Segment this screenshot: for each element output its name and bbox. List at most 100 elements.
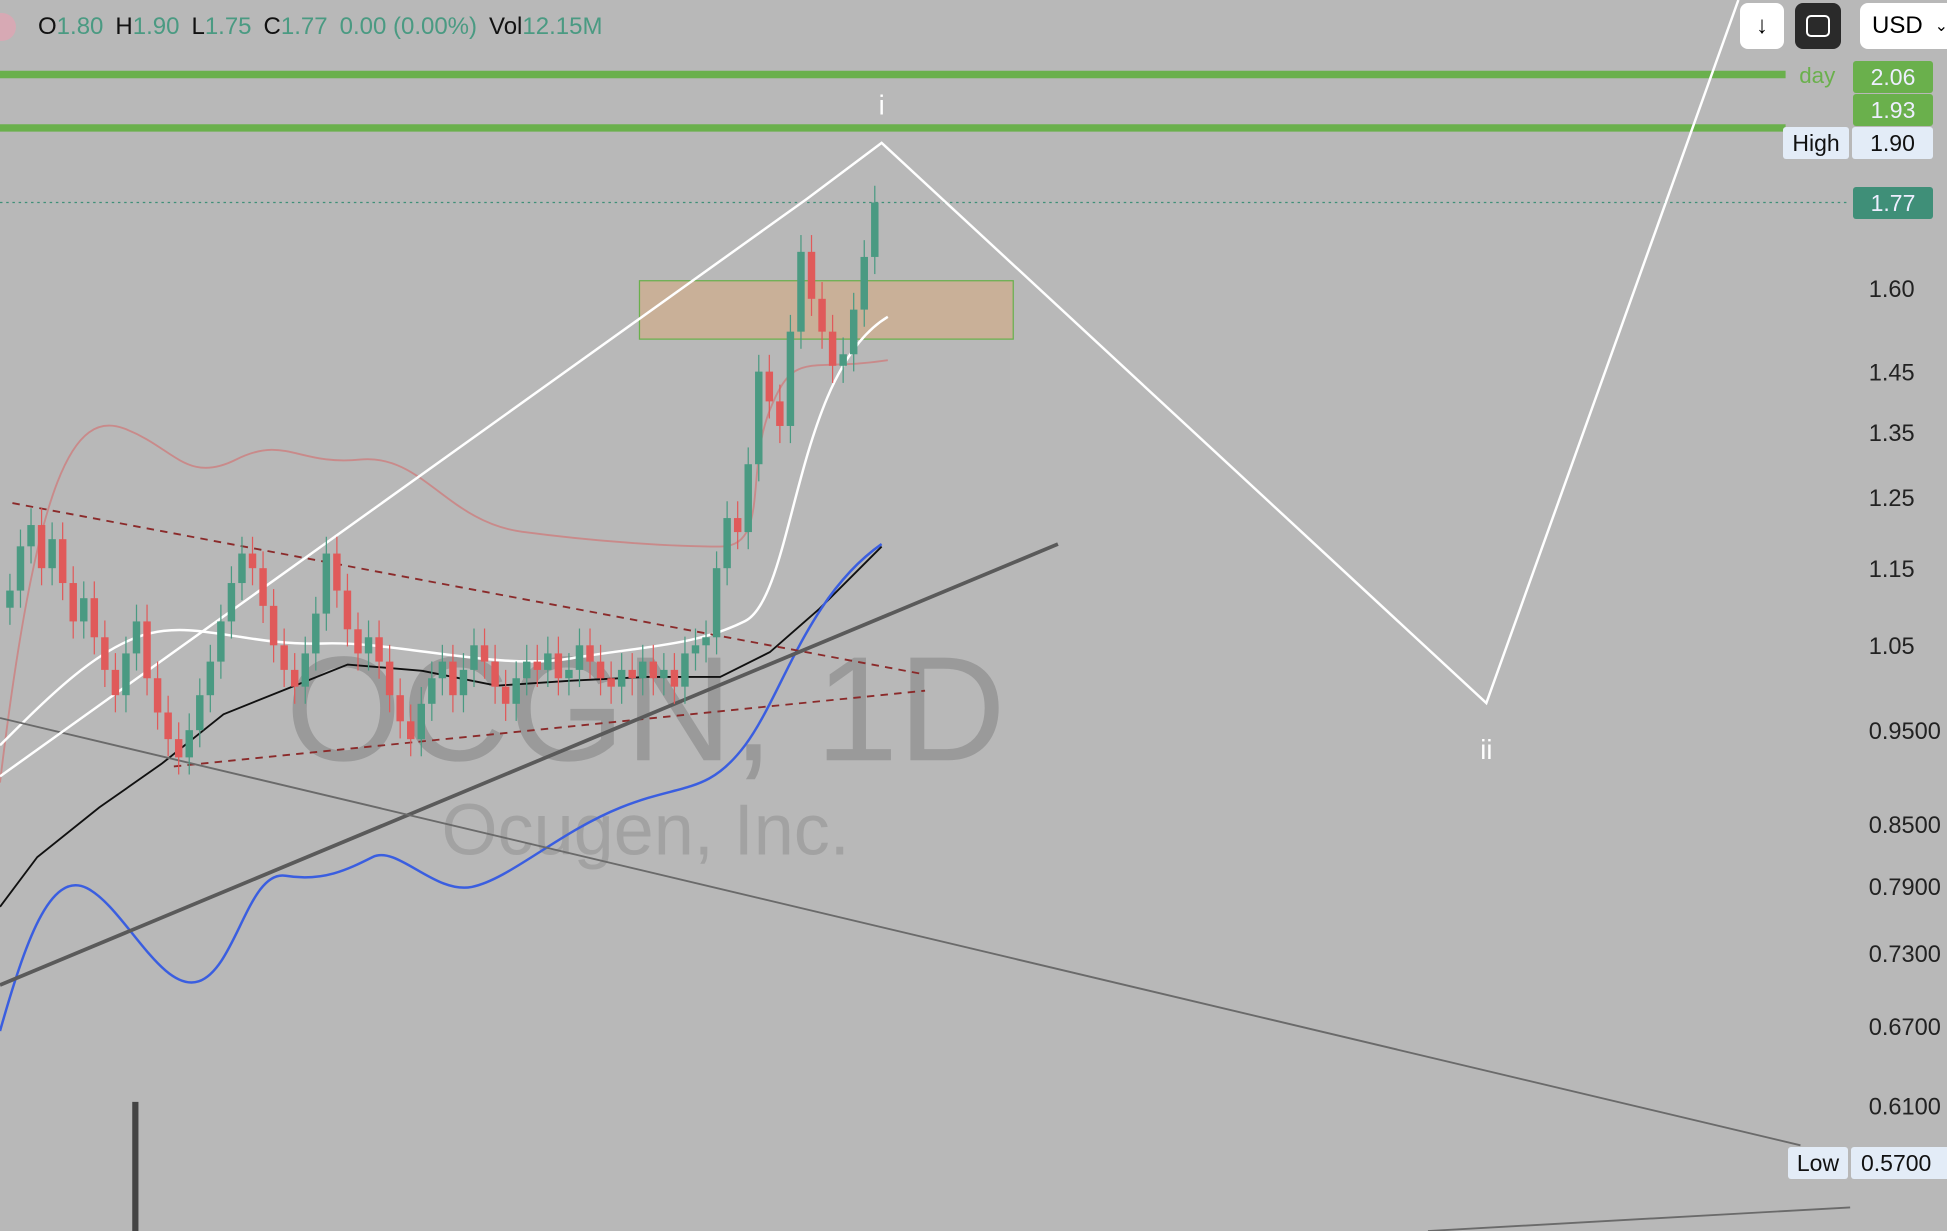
trendline-upper-dashed[interactable] [12, 502, 926, 676]
high-tag-label: High [1783, 127, 1849, 159]
candle-body [238, 553, 246, 584]
candle-body [269, 605, 278, 646]
candle-body [617, 669, 626, 687]
wave-label-i: i [879, 89, 885, 120]
currency-value: USD [1872, 12, 1923, 39]
candle-body [37, 525, 46, 569]
low-tag-label: Low [1788, 1147, 1848, 1179]
candle-body [596, 661, 605, 679]
price-tag-day: 2.06 [1853, 61, 1933, 93]
candle-body [839, 354, 847, 366]
candles [6, 185, 879, 775]
candle-body [544, 653, 552, 670]
candle-body [797, 251, 805, 332]
candle-body [417, 703, 425, 740]
y-tick-label: 1.35 [1869, 420, 1915, 446]
candle-body [628, 669, 636, 679]
candle-body [639, 661, 647, 679]
fullscreen-icon [1806, 15, 1830, 37]
last-price-tag: 1.77 [1853, 187, 1933, 219]
download-button[interactable]: ↓ [1740, 3, 1784, 49]
volume-value: 12.15M [522, 13, 603, 40]
candle-body [586, 645, 594, 662]
candle-body [849, 309, 858, 355]
price-tag-1-93: 1.93 [1853, 94, 1933, 126]
candle-body [301, 653, 309, 687]
trendline-thick[interactable] [0, 542, 1059, 987]
candle-body [227, 583, 236, 622]
candle-body [396, 695, 404, 722]
candle-body [312, 613, 320, 654]
trendline-long[interactable] [0, 717, 1801, 1147]
candle-body [322, 553, 331, 614]
open-value: 1.80 [56, 13, 104, 40]
candle-body [6, 590, 14, 608]
candle-body [375, 637, 383, 662]
watermark-name: Ocugen, Inc. [442, 791, 850, 871]
change-value: 0.00 (0.00%) [339, 13, 478, 40]
candle-body [755, 371, 763, 465]
chevron-down-icon: ⌄ [1934, 18, 1947, 35]
zone-rectangle[interactable] [638, 280, 1014, 340]
low-tag-value: 0.5700 [1851, 1147, 1947, 1179]
candle-body [733, 518, 742, 533]
candle-body [385, 661, 394, 696]
y-tick-label: 0.6700 [1869, 1014, 1941, 1040]
candle-body [776, 401, 784, 426]
low-label: L [191, 13, 205, 40]
elliott-wave-path[interactable] [0, 0, 1740, 778]
trendline-bottom[interactable] [1427, 1206, 1851, 1231]
candle-body [533, 661, 542, 670]
candle-body [132, 621, 141, 654]
y-axis: 1.60 1.45 1.35 1.25 1.15 1.05 0.9500 0.8500 0.79… [1869, 276, 1941, 1120]
close-value: 1.77 [280, 13, 328, 40]
volume-label: Vol [489, 13, 523, 40]
low-value: 1.75 [204, 13, 252, 40]
candle-body [723, 518, 731, 569]
candle-body [101, 637, 109, 670]
candle-body [860, 256, 868, 310]
candle-body [828, 331, 837, 366]
y-tick-label: 1.45 [1869, 359, 1915, 385]
y-tick-label: 1.05 [1869, 633, 1915, 659]
high-value: 1.90 [132, 13, 180, 40]
candle-body [153, 678, 162, 713]
candle-body [565, 669, 573, 679]
high-tag-value: 1.90 [1852, 127, 1933, 159]
candle-body [69, 583, 77, 622]
candle-body [712, 568, 721, 638]
currency-select[interactable]: USD ⌄ [1860, 3, 1947, 49]
candle-body [744, 464, 752, 533]
candle-body [807, 251, 816, 299]
symbol-dot [0, 13, 16, 41]
y-tick-label: 1.25 [1869, 485, 1915, 511]
fullscreen-button[interactable] [1795, 3, 1841, 49]
trendline-lower-dashed[interactable] [173, 689, 926, 768]
candle-body [58, 539, 67, 584]
candle-body [449, 661, 457, 696]
candle-body [691, 645, 700, 654]
day-label: day [1799, 63, 1836, 88]
candle-body [660, 669, 668, 679]
candle-body [90, 598, 99, 638]
y-tick-label: 0.7900 [1869, 874, 1941, 900]
candle-body [27, 525, 35, 547]
candle-body [143, 621, 151, 679]
ma-black [0, 545, 883, 908]
candle-body [523, 661, 531, 679]
y-tick-label: 1.15 [1869, 556, 1915, 582]
candle-body [333, 553, 341, 591]
y-tick-label: 0.7300 [1869, 941, 1941, 967]
arrow-down-icon: ↓ [1756, 12, 1768, 39]
candle-body [575, 645, 584, 670]
high-label: H [115, 13, 133, 40]
candle-body [290, 669, 299, 687]
candle-body [702, 637, 710, 646]
candle-body [354, 629, 362, 654]
open-label: O [38, 13, 57, 40]
close-label: C [263, 13, 281, 40]
candle-body [428, 678, 436, 704]
watermark-symbol: OCGN, 1D [286, 625, 1006, 792]
y-tick-label: 1.60 [1869, 276, 1915, 302]
